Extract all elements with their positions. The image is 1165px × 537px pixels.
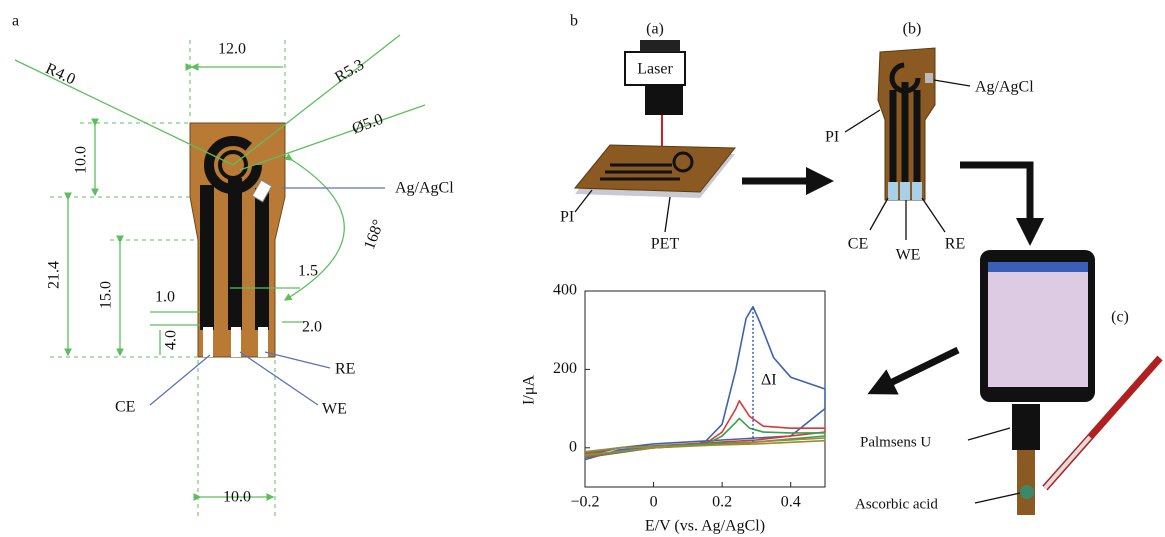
panel-b: b (a) Laser PI PET (b) Ag/AgCl PI CE WE …	[560, 13, 1163, 515]
x-axis-label: E/V (vs. Ag/AgCl)	[645, 518, 765, 535]
sample-drop	[1020, 485, 1034, 499]
ring	[672, 151, 694, 173]
pad	[231, 327, 241, 357]
step-label: (c)	[1111, 309, 1129, 326]
electrode-label: WE	[322, 401, 347, 418]
y-tick-label: 200	[553, 360, 577, 377]
extension-lines	[50, 40, 286, 520]
y-axis-label: I/μA	[521, 375, 538, 405]
dimension-text: 12.0	[218, 41, 246, 58]
dimension-text: 2.0	[302, 319, 322, 336]
electrode-label: RE	[945, 236, 965, 253]
reference-pad	[925, 73, 933, 83]
pad	[912, 182, 922, 200]
panel-label: a	[12, 13, 19, 30]
annotation: ΔI	[761, 372, 777, 389]
sample-label: Ascorbic acid	[855, 496, 938, 512]
panel-a: a 12.0 R4.0 R5.3 Ø5.0 10.0 21.4 15.0 1.0…	[12, 13, 454, 520]
angle-arc	[283, 153, 345, 301]
device-label: Palmsens U	[860, 434, 931, 450]
dimension-text: Ø5.0	[350, 111, 385, 138]
pipette-tip	[1043, 435, 1092, 490]
arrow	[960, 161, 1044, 246]
panel-label: b	[570, 13, 578, 30]
palmsens-device	[1012, 404, 1040, 450]
pad	[203, 327, 213, 357]
electrode-label: RE	[335, 361, 355, 378]
dimension-text: 1.0	[155, 289, 175, 306]
dimension-text: 1.5	[298, 263, 318, 280]
label-leaders	[149, 187, 385, 406]
label-leaders	[574, 189, 671, 233]
pad	[888, 182, 898, 200]
dimension-text: 168°	[361, 218, 387, 252]
pad	[258, 327, 268, 357]
tracks	[600, 163, 680, 181]
dimension-text: 21.4	[46, 261, 63, 289]
phone-screen	[988, 262, 1088, 387]
dimension-text: 4.0	[163, 330, 180, 350]
electrode-label: CE	[848, 236, 868, 253]
electrode-label: Ag/AgCl	[395, 180, 454, 197]
dimension-text: 10.0	[223, 489, 251, 506]
tracks	[889, 82, 921, 185]
tracks	[200, 178, 269, 330]
voltammogram: I/μA E/V (vs. Ag/AgCl) 0 200 400 −0.2 0 0.2 0.…	[521, 282, 826, 535]
cv-curve	[584, 417, 826, 458]
y-tick-label: 0	[569, 438, 577, 455]
electrode-label: WE	[896, 247, 921, 264]
x-tick-label: 0.2	[712, 494, 732, 511]
laser-top	[640, 40, 680, 52]
app-bar	[988, 262, 1088, 272]
arrow	[867, 346, 960, 395]
step-label: (a)	[646, 21, 664, 38]
reference-pad	[251, 179, 273, 203]
material-label: PET	[651, 236, 680, 253]
electrode-label: Ag/AgCl	[975, 79, 1034, 96]
electrode-label: CE	[115, 399, 135, 416]
laser-label: Laser	[637, 61, 673, 78]
label-leaders	[967, 427, 1021, 504]
step-label: (b)	[903, 21, 922, 38]
dimension-text: 15.0	[98, 281, 115, 309]
label-leaders	[844, 79, 971, 240]
dimension-text: R4.0	[43, 60, 78, 88]
dimension-text: 10.0	[73, 146, 90, 174]
x-tick-label: −0.2	[570, 494, 599, 511]
x-tick-label: 0	[650, 494, 658, 511]
pad	[900, 182, 910, 200]
plot-frame	[584, 290, 826, 488]
dimension-text: R5.3	[332, 56, 367, 86]
x-tick-label: 0.4	[781, 494, 801, 511]
y-tick-label: 400	[553, 282, 577, 299]
sensor-strip	[1017, 450, 1035, 515]
material-label: PI	[560, 209, 574, 226]
cv-curve	[584, 437, 826, 456]
laser-lens	[645, 85, 683, 115]
pi-sheet	[573, 144, 737, 193]
material-label: PI	[825, 129, 839, 146]
leader-lines	[14, 34, 426, 355]
